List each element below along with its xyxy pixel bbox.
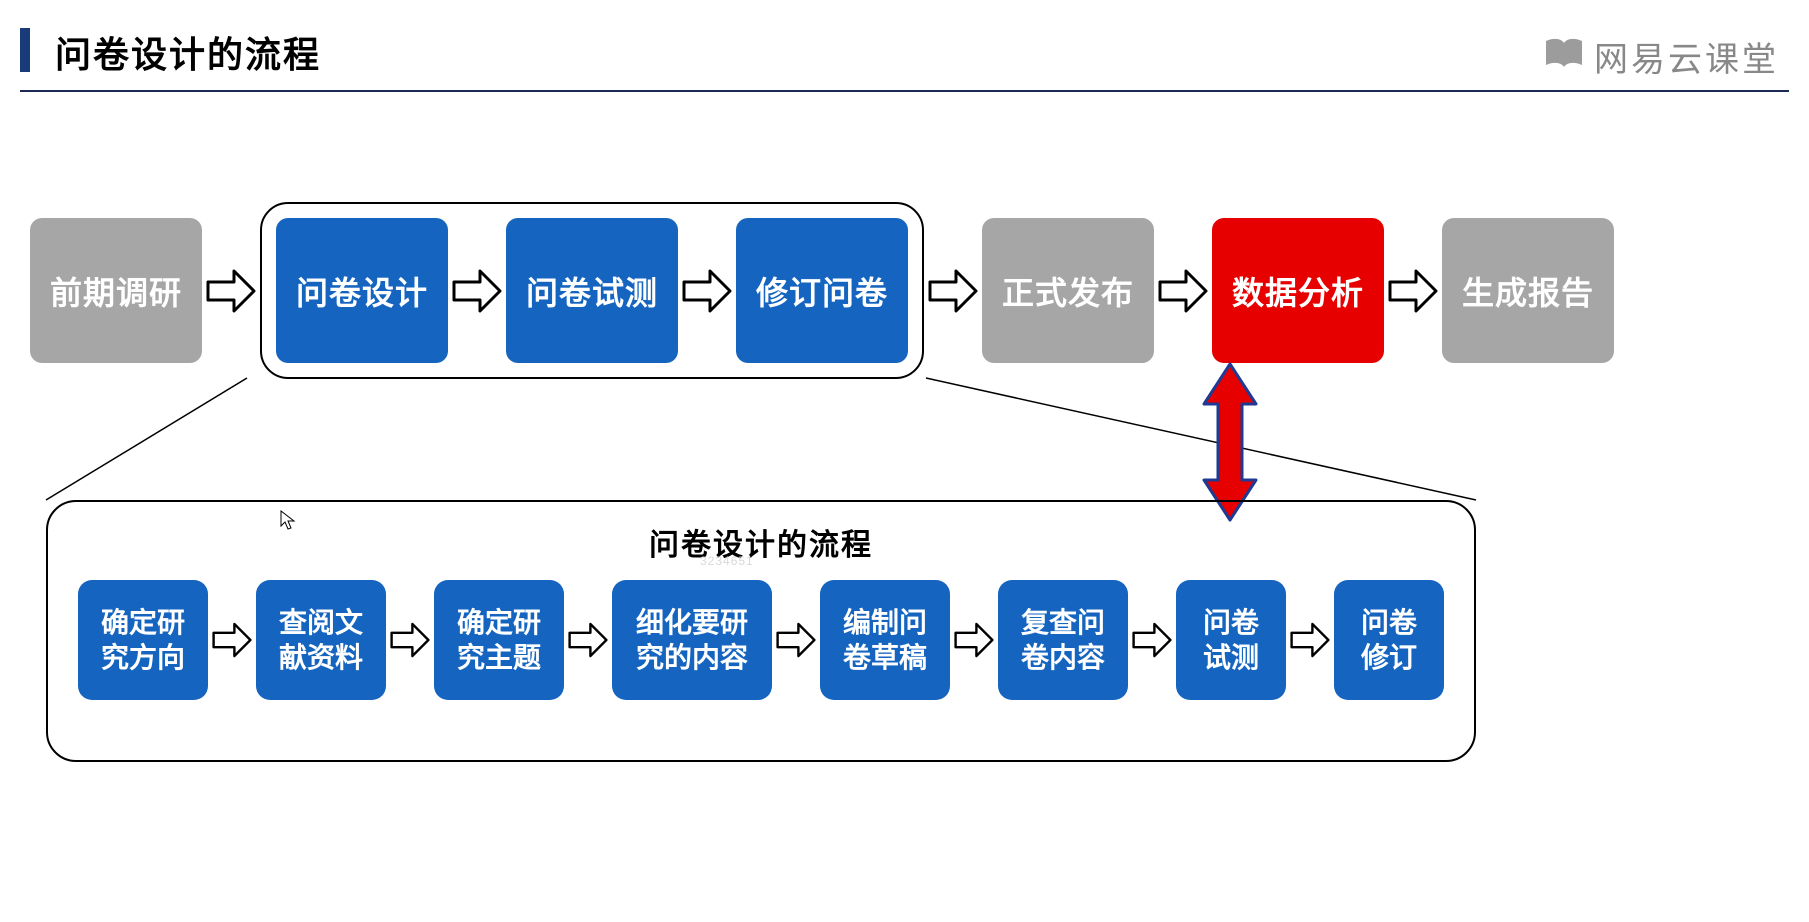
header-rule: [20, 90, 1789, 92]
flow-step-1: 问卷设计: [276, 218, 448, 363]
book-icon: [1544, 35, 1584, 78]
flow-step-label: 生成报告: [1462, 268, 1594, 314]
arrow-right-icon: [568, 621, 608, 659]
arrow-right-icon: [682, 268, 732, 314]
detail-step-4: 编制问卷草稿: [820, 580, 950, 700]
flow-step-label: 问卷设计: [296, 268, 428, 314]
flow-step-2: 问卷试测: [506, 218, 678, 363]
arrow-right-icon: [954, 621, 994, 659]
flow-step-0: 前期调研: [30, 218, 202, 363]
detail-step-line: 复查问: [1021, 607, 1105, 638]
detail-step-line: 究主题: [457, 642, 541, 673]
arrow-right-icon: [452, 268, 502, 314]
detail-step-line: 究的内容: [636, 642, 748, 673]
flow-step-label: 正式发布: [1002, 268, 1134, 314]
detail-flow-box: 问卷设计的流程 确定研究方向 查阅文献资料 确定研究主题 细化要研究的内容 编制…: [46, 500, 1476, 762]
brand-text: 网易云课堂: [1594, 32, 1779, 81]
arrow-right-icon: [1388, 268, 1438, 314]
title-accent-bar: [20, 28, 30, 72]
flow-step-3: 修订问卷: [736, 218, 908, 363]
detail-step-line: 问卷: [1203, 607, 1259, 638]
detail-step-line: 卷草稿: [843, 642, 927, 673]
flow-step-label: 前期调研: [50, 268, 182, 314]
brand-logo: 网易云课堂: [1544, 32, 1779, 81]
detail-step-line: 确定研: [457, 607, 541, 638]
flow-step-6: 生成报告: [1442, 218, 1614, 363]
detail-step-7: 问卷修订: [1334, 580, 1444, 700]
detail-step-6: 问卷试测: [1176, 580, 1286, 700]
arrow-right-icon: [776, 621, 816, 659]
flow-step-label: 修订问卷: [756, 268, 888, 314]
detail-title: 问卷设计的流程: [48, 520, 1474, 564]
main-flow-row: 前期调研 问卷设计 问卷试测 修订问卷 正式发布 数据分析 生成报告: [30, 202, 1779, 379]
detail-step-line: 细化要研: [636, 607, 748, 638]
flow-step-4: 正式发布: [982, 218, 1154, 363]
detail-step-line: 问卷: [1361, 607, 1417, 638]
detail-step-3: 细化要研究的内容: [612, 580, 772, 700]
detail-step-2: 确定研究主题: [434, 580, 564, 700]
detail-flow-row: 确定研究方向 查阅文献资料 确定研究主题 细化要研究的内容 编制问卷草稿 复查问…: [48, 580, 1474, 700]
arrow-right-icon: [212, 621, 252, 659]
arrow-right-icon: [928, 268, 978, 314]
detail-step-line: 卷内容: [1021, 642, 1105, 673]
detail-step-line: 编制问: [843, 607, 927, 638]
arrow-right-icon: [1132, 621, 1172, 659]
detail-step-line: 究方向: [101, 642, 185, 673]
detail-step-5: 复查问卷内容: [998, 580, 1128, 700]
watermark-text: 3234651: [700, 554, 754, 568]
arrow-right-icon: [1290, 621, 1330, 659]
detail-step-1: 查阅文献资料: [256, 580, 386, 700]
arrow-right-icon: [390, 621, 430, 659]
detail-step-line: 确定研: [101, 607, 185, 638]
arrow-right-icon: [1158, 268, 1208, 314]
double-arrow-icon: [1200, 362, 1260, 522]
design-phase-group: 问卷设计 问卷试测 修订问卷: [260, 202, 924, 379]
callout-connector: [0, 0, 1809, 922]
detail-step-0: 确定研究方向: [78, 580, 208, 700]
slide-header: 问卷设计的流程 网易云课堂: [0, 18, 1809, 88]
flow-step-label: 数据分析: [1232, 268, 1364, 314]
page-title: 问卷设计的流程: [55, 26, 321, 78]
flow-step-label: 问卷试测: [526, 268, 658, 314]
detail-step-line: 查阅文: [279, 607, 363, 638]
flow-step-5: 数据分析: [1212, 218, 1384, 363]
detail-step-line: 献资料: [279, 642, 363, 673]
detail-step-line: 试测: [1203, 642, 1259, 673]
arrow-right-icon: [206, 268, 256, 314]
detail-step-line: 修订: [1361, 642, 1417, 673]
